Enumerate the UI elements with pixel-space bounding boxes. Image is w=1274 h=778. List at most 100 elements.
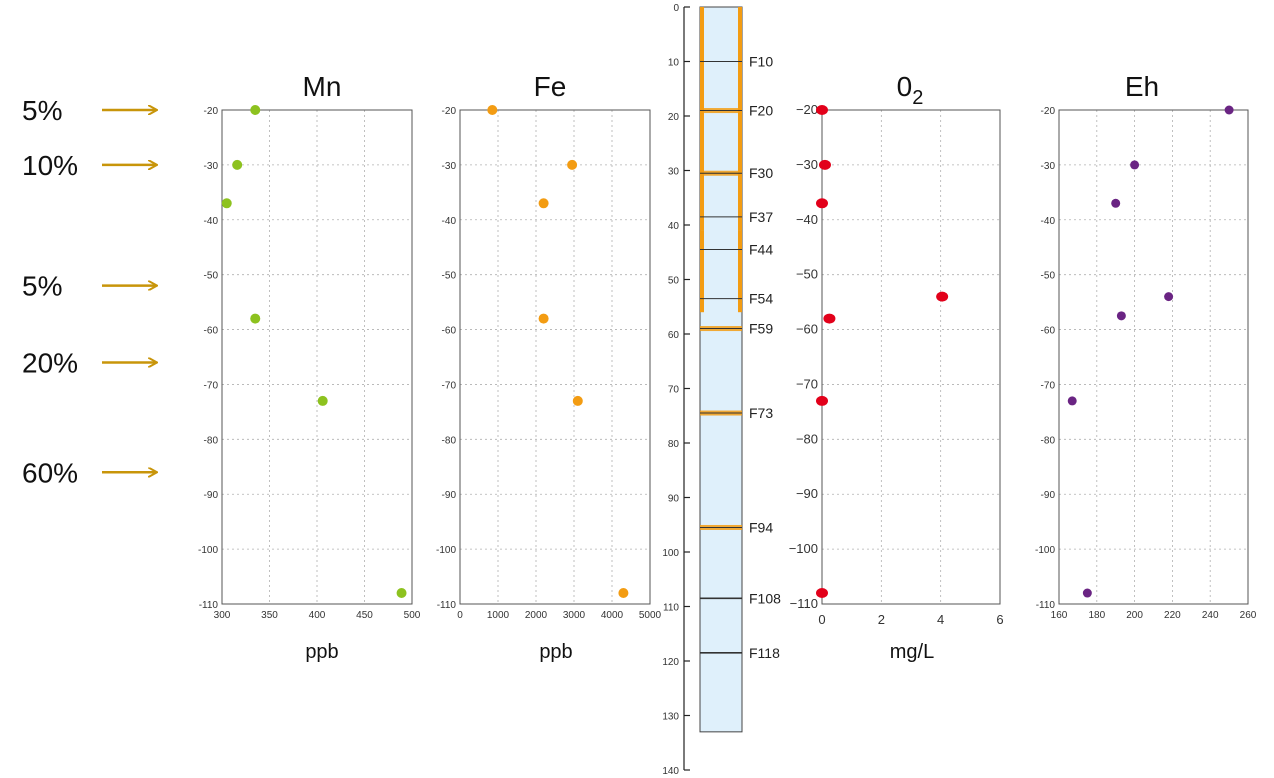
data-point — [1067, 396, 1077, 406]
data-point — [816, 395, 828, 406]
y-tick-label: −50 — [796, 267, 818, 282]
data-point — [538, 198, 549, 209]
x-axis-label: mg/L — [890, 641, 934, 663]
y-tick-label: -70 — [1041, 380, 1056, 391]
y-tick-label: -40 — [1041, 216, 1056, 227]
depth-tick-label: 90 — [668, 494, 680, 505]
well-diagram: 0 10 20 30 40 50 60 70 80 90 100 110 120 130 140 F10 F20… — [662, 3, 781, 777]
y-tick-label: -40 — [442, 216, 457, 227]
y-tick-label: −30 — [796, 157, 818, 172]
panel-title: Fe — [534, 71, 567, 102]
data-point — [818, 159, 831, 170]
percent-label: 20% — [22, 347, 78, 378]
depth-tick-label: 20 — [668, 112, 680, 123]
y-tick-label: -70 — [204, 380, 219, 391]
y-tick-label: -110 — [199, 600, 219, 611]
depth-tick-label: 130 — [662, 712, 679, 723]
well-level-label: F54 — [749, 291, 773, 307]
x-tick-label: 1000 — [487, 610, 510, 621]
x-tick-label: 500 — [404, 610, 421, 621]
y-tick-label: -30 — [442, 161, 457, 172]
well-screen-right — [738, 7, 742, 231]
panel-title-subscript: 2 — [912, 87, 923, 109]
well-level-label: F118 — [749, 645, 780, 661]
data-point — [396, 588, 407, 599]
y-tick-label: -60 — [204, 326, 219, 337]
y-tick-label: −60 — [796, 322, 818, 337]
data-point — [572, 395, 583, 406]
plot-frame — [221, 109, 413, 605]
y-tick-label: -30 — [204, 161, 219, 172]
well-level-label: F44 — [749, 242, 773, 258]
x-tick-label: 200 — [1126, 610, 1143, 621]
y-tick-label: -40 — [204, 216, 219, 227]
x-tick-label: 4000 — [601, 610, 624, 621]
panel-title: Eh — [1125, 71, 1159, 102]
data-point — [823, 313, 836, 324]
x-axis-label: ppb — [305, 641, 338, 663]
data-point — [487, 105, 498, 115]
x-tick-label: 350 — [261, 610, 278, 621]
panel-title: 02 — [897, 71, 924, 109]
depth-tick-label: 100 — [662, 548, 679, 559]
data-point — [250, 105, 261, 115]
well-level-label: F73 — [749, 405, 773, 421]
x-tick-label: 2 — [878, 612, 885, 627]
y-tick-label: -90 — [204, 490, 219, 501]
y-tick-label: -20 — [1041, 106, 1056, 117]
y-tick-label: -20 — [204, 106, 219, 117]
data-point — [317, 395, 328, 406]
y-tick-label: -80 — [204, 435, 219, 446]
y-tick-label: -110 — [1036, 600, 1056, 611]
percent-annotations: 5% 10% 5% 20% 60% — [22, 95, 156, 488]
x-tick-label: 220 — [1164, 610, 1181, 621]
data-point — [250, 313, 261, 324]
y-tick-label: -110 — [437, 600, 457, 611]
depth-tick-label: 110 — [663, 603, 679, 614]
y-tick-label: -100 — [198, 545, 218, 556]
data-point — [816, 198, 828, 209]
y-tick-label: -30 — [1041, 161, 1056, 172]
y-tick-label: −20 — [796, 102, 818, 117]
data-point — [1130, 160, 1140, 170]
y-tick-label: -20 — [442, 106, 457, 117]
x-tick-label: 5000 — [639, 610, 662, 621]
depth-tick-label: 0 — [673, 3, 679, 14]
data-point — [221, 198, 232, 209]
y-tick-label: -80 — [442, 435, 457, 446]
y-tick-label: -80 — [1041, 435, 1056, 446]
depth-tick-label: 120 — [662, 657, 679, 668]
depth-tick-label: 50 — [668, 276, 680, 287]
x-tick-label: 450 — [356, 610, 373, 621]
x-axis-label: ppb — [539, 641, 572, 663]
data-point — [232, 159, 243, 170]
data-point — [1111, 198, 1121, 208]
well-level-label: F108 — [749, 590, 781, 606]
x-tick-label: 2000 — [525, 610, 548, 621]
x-tick-label: 6 — [996, 612, 1003, 627]
y-tick-label: -100 — [1035, 545, 1055, 556]
well-screen-right — [738, 230, 742, 313]
depth-tick-label: 40 — [668, 221, 680, 232]
x-tick-label: 4 — [937, 612, 944, 627]
panel-title-main: 0 — [897, 71, 913, 102]
y-tick-label: −110 — [790, 596, 818, 611]
well-level-label: F37 — [749, 209, 773, 225]
y-tick-label: −40 — [796, 212, 818, 227]
x-tick-label: 300 — [214, 610, 231, 621]
data-point — [1082, 588, 1092, 598]
percent-label: 5% — [22, 95, 62, 126]
well-casing — [699, 6, 743, 733]
well-level-label: F94 — [749, 519, 773, 535]
plot-frame — [821, 109, 1001, 605]
well-level-label: F10 — [749, 54, 773, 70]
data-point — [1224, 105, 1234, 115]
well-screen-left — [700, 7, 704, 231]
percent-label: 5% — [22, 271, 62, 302]
y-tick-label: −100 — [789, 541, 818, 556]
y-tick-label: -60 — [1041, 326, 1056, 337]
